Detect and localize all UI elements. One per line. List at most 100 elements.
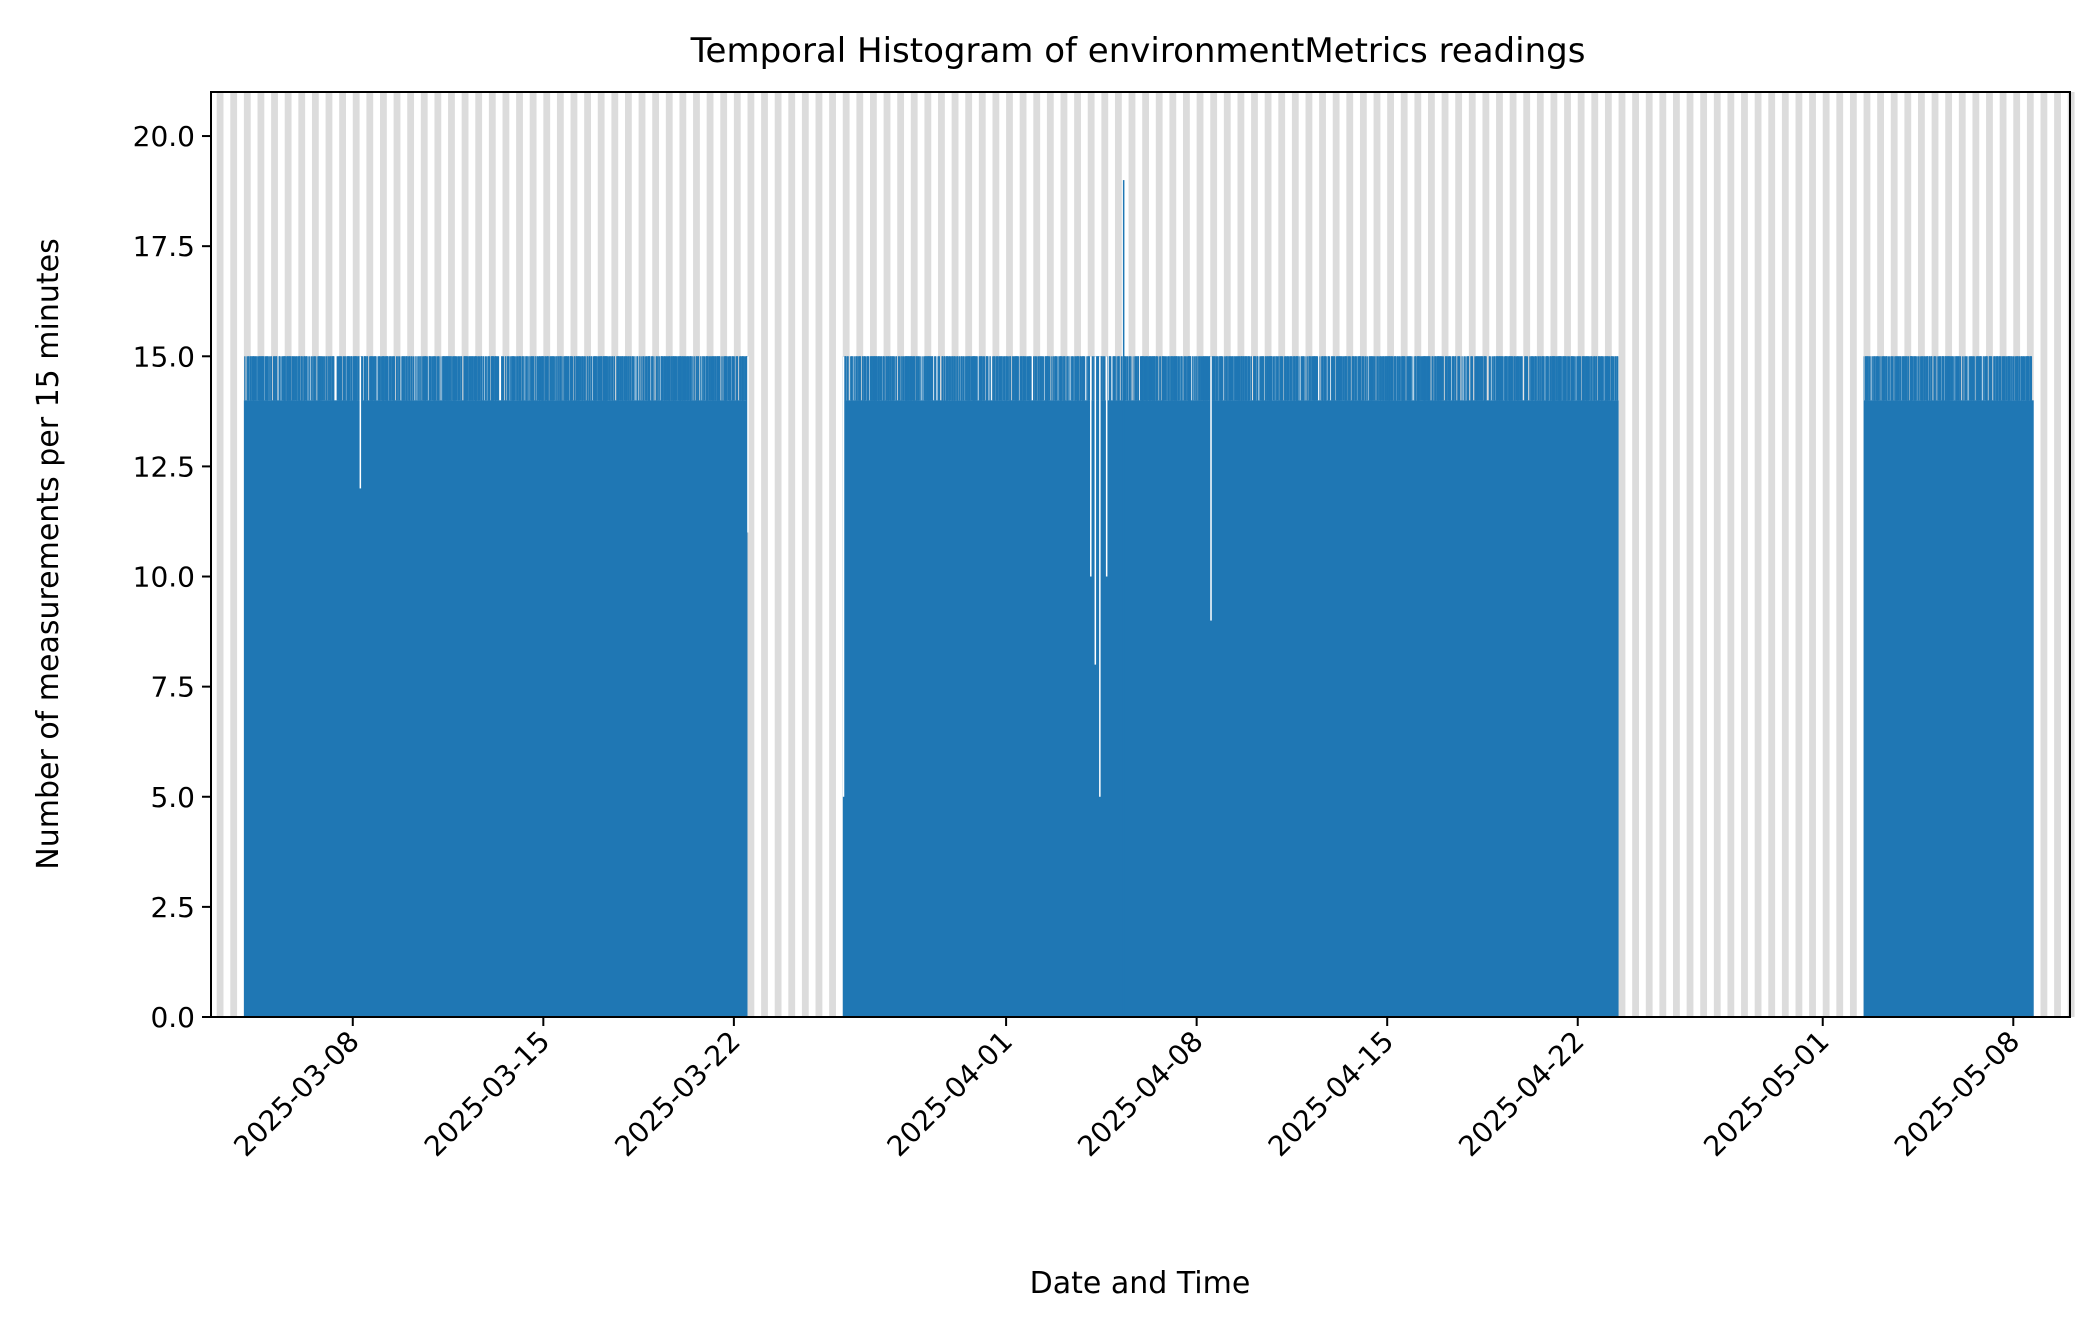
bar-bin-2-113 xyxy=(1924,356,1926,401)
bar-bin-0-242 xyxy=(370,356,372,401)
bar-bin-2-187 xyxy=(1959,356,1961,401)
bar-bin-1-313 xyxy=(1007,356,1009,401)
bar-bin-0-842 xyxy=(680,356,682,401)
bar-bin-1-458 xyxy=(1088,356,1090,401)
bar-bin-0-126 xyxy=(310,356,312,401)
bar-bin-1-140 xyxy=(913,356,914,401)
bar-bin-1-988 xyxy=(1363,356,1364,401)
bar-bin-2-271 xyxy=(2006,356,2008,401)
bar-bin-1-1164 xyxy=(1449,356,1451,401)
bar-bin-1-720 xyxy=(1225,356,1227,401)
bar-bin-0-752 xyxy=(632,356,633,401)
shading-band-118 xyxy=(1822,92,1830,1017)
bar-bin-0-618 xyxy=(566,356,568,401)
bar-bin-1-878 xyxy=(1306,356,1308,401)
bar-bin-2-304 xyxy=(2023,356,2025,401)
bar-bin-0-53 xyxy=(272,356,274,401)
bar-bin-2-184 xyxy=(1958,356,1960,401)
bar-bin-2-301 xyxy=(2021,356,2023,401)
bar-bin-0-403 xyxy=(454,356,456,401)
bar-bin-0-932 xyxy=(726,356,728,401)
y-tick-label-4: 10.0 xyxy=(133,561,195,594)
bar-bin-2-302 xyxy=(2022,356,2024,401)
bar-bin-1-712 xyxy=(1220,356,1222,401)
bar-bin-1-749 xyxy=(1239,356,1241,401)
bar-bin-1-464 xyxy=(1093,356,1095,401)
bar-bin-1-1287 xyxy=(1515,356,1517,401)
y-tick-label-6: 15.0 xyxy=(133,340,195,373)
bar-bin-1-438 xyxy=(1077,356,1079,401)
bar-bin-1-1315 xyxy=(1532,356,1533,401)
y-tick-label-2: 5.0 xyxy=(150,781,195,814)
bar-bin-2-114 xyxy=(1925,356,1927,401)
bar-bin-2-287 xyxy=(2014,356,2016,401)
bar-bin-2-39 xyxy=(1884,356,1886,401)
bar-bin-1-351 xyxy=(1027,356,1029,401)
bar-bin-2-179 xyxy=(1956,356,1958,401)
bar-bin-0-673 xyxy=(594,356,596,401)
bar-bin-2-227 xyxy=(1984,356,1986,401)
bar-bin-0-847 xyxy=(682,356,684,401)
bar-bin-1-756 xyxy=(1242,356,1243,401)
bar-bin-1-1453 xyxy=(1596,356,1598,401)
bar-bin-1-98 xyxy=(892,356,893,401)
bar-bin-1-586 xyxy=(1157,356,1159,401)
bar-bin-1-607 xyxy=(1169,356,1171,401)
bar-bin-0-172 xyxy=(337,356,339,401)
bar-bin-1-637 xyxy=(1183,356,1185,401)
bar-bin-1-1004 xyxy=(1372,356,1374,401)
bar-bin-1-348 xyxy=(1025,356,1026,401)
bar-bin-0-934 xyxy=(727,356,729,401)
bar-bin-2-176 xyxy=(1954,356,1956,401)
bar-bin-1-136 xyxy=(911,356,912,401)
bar-bin-1-615 xyxy=(1173,356,1175,401)
bar-bin-0-754 xyxy=(633,356,635,401)
bar-bin-1-883 xyxy=(1309,356,1311,401)
shading-band-111 xyxy=(1727,92,1735,1017)
bar-bin-1-54 xyxy=(871,356,873,401)
bar-bin-1-154 xyxy=(921,356,923,401)
bar-bin-0-150 xyxy=(323,356,325,401)
bar-bin-0-869 xyxy=(694,356,696,401)
bar-bin-0-345 xyxy=(426,356,428,401)
bar-bin-0-99 xyxy=(295,356,297,401)
bar-bin-2-73 xyxy=(1903,356,1905,401)
histogram-bars xyxy=(243,180,2034,1018)
bar-bin-1-914 xyxy=(1325,356,1327,401)
bar-bin-1-365 xyxy=(1036,356,1038,401)
bar-bin-1-572 xyxy=(1151,356,1153,401)
bar-bin-0-41 xyxy=(264,356,266,401)
bar-bin-0-558 xyxy=(537,356,539,401)
bar-segment-0 xyxy=(243,400,748,1018)
bar-bin-0-415 xyxy=(461,356,463,401)
bar-bin-1-1200 xyxy=(1472,356,1474,401)
bar-bin-1-1308 xyxy=(1527,356,1529,401)
bar-bin-1-382 xyxy=(1046,356,1047,401)
bar-bin-0-542 xyxy=(528,356,530,401)
bar-bin-1-273 xyxy=(984,356,986,401)
bar-bin-1-570 xyxy=(1150,356,1152,401)
bar-bin-1-927 xyxy=(1333,356,1334,401)
bar-bin-0-550 xyxy=(532,356,534,401)
bar-bin-1-668 xyxy=(1200,356,1202,401)
bar-bin-1-1294 xyxy=(1519,356,1520,401)
bar-bin-0-665 xyxy=(589,356,591,401)
bar-bin-0-833 xyxy=(677,356,679,401)
bar-bin-0-304 xyxy=(402,356,404,401)
notable-bin-gap-1 xyxy=(747,356,749,533)
bar-bin-1-1413 xyxy=(1577,356,1579,401)
bar-bin-0-346 xyxy=(427,356,428,401)
bar-bin-0-467 xyxy=(487,356,489,401)
bar-bin-2-198 xyxy=(1969,356,1970,401)
bar-bin-1-353 xyxy=(1028,356,1030,401)
bar-bin-2-62 xyxy=(1897,356,1899,401)
bar-bin-0-678 xyxy=(596,356,597,401)
bar-bin-1-1428 xyxy=(1583,356,1585,401)
bar-bin-0-857 xyxy=(687,356,689,401)
bar-bin-1-62 xyxy=(874,356,876,401)
bar-bin-2-8 xyxy=(1867,356,1869,401)
bar-bin-0-856 xyxy=(687,356,688,401)
bar-bin-2-100 xyxy=(1916,356,1918,401)
bar-bin-2-57 xyxy=(1895,356,1897,401)
bar-bin-2-294 xyxy=(2017,356,2019,401)
